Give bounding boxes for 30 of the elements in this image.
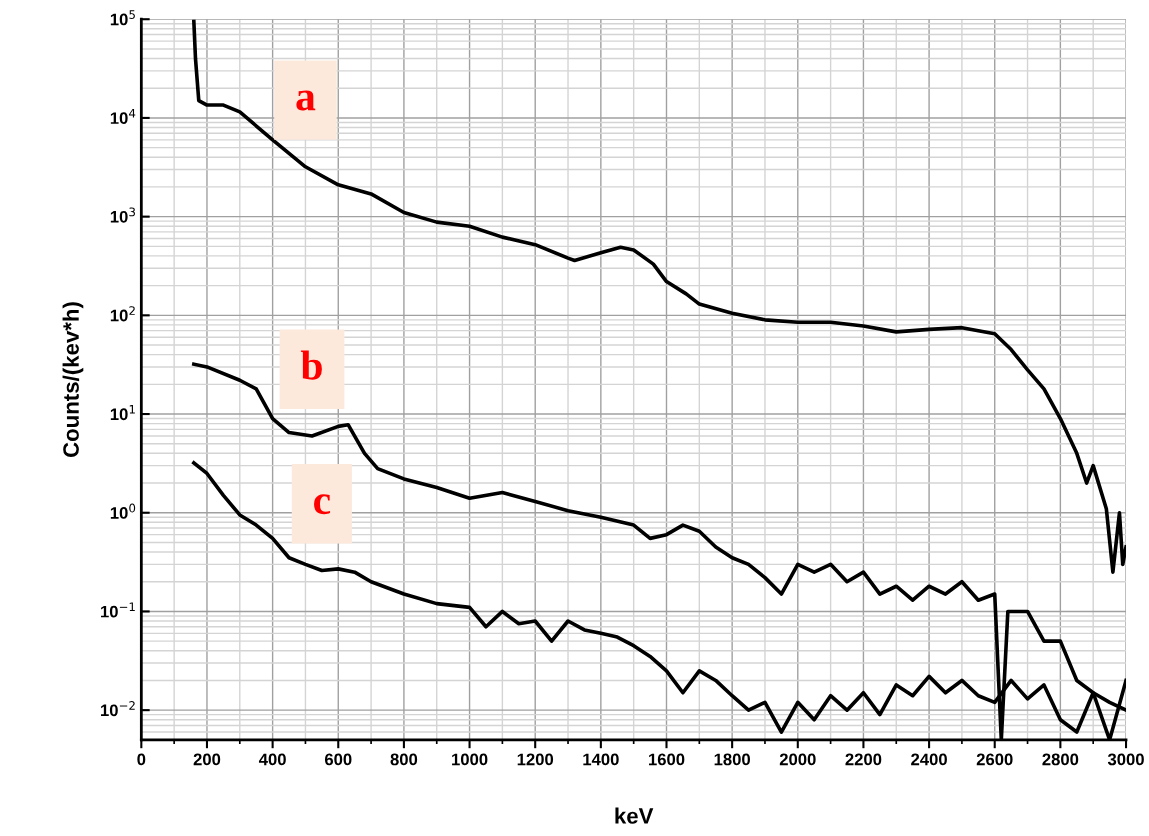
line-series bbox=[192, 19, 1127, 574]
x-tick-label: 2000 bbox=[779, 753, 816, 766]
x-axis-title: keV bbox=[615, 807, 654, 824]
y-tick-label: 10$^{0}$ bbox=[110, 503, 136, 519]
series-label: a bbox=[296, 90, 316, 111]
x-tick-label: 1400 bbox=[583, 753, 619, 766]
y-tick-label: 10$^{1}$ bbox=[110, 405, 135, 421]
x-tick-label: 2400 bbox=[911, 753, 947, 766]
x-tick-label: 2800 bbox=[1042, 753, 1079, 766]
x-tick-label: 2600 bbox=[976, 753, 1013, 766]
series-label: c bbox=[314, 494, 331, 515]
x-tick-label: 0 bbox=[137, 753, 146, 766]
y-tick-label: 10$^{−1}$ bbox=[101, 602, 135, 618]
series-label: b bbox=[300, 350, 322, 380]
y-tick-label: 10$^{2}$ bbox=[110, 306, 135, 322]
y-tick-label: 10$^{5}$ bbox=[110, 10, 135, 26]
x-tick-label: 200 bbox=[193, 753, 221, 766]
x-tick-label: 800 bbox=[390, 753, 418, 766]
x-tick-label: 1800 bbox=[714, 753, 750, 766]
x-tick-label: 1600 bbox=[649, 753, 685, 766]
x-tick-label: 3000 bbox=[1107, 753, 1144, 766]
y-tick-label: 10$^{4}$ bbox=[110, 108, 136, 125]
y-tick-label: 10$^{3}$ bbox=[110, 207, 135, 223]
x-tick-label: 1000 bbox=[452, 753, 488, 766]
y-tick-label: 10$^{−2}$ bbox=[101, 701, 135, 717]
x-tick-label: 2200 bbox=[845, 753, 882, 766]
y-axis-title: Counts/(kev*h) bbox=[62, 302, 84, 458]
x-tick-label: 400 bbox=[258, 753, 286, 766]
x-tick-label: 1200 bbox=[517, 753, 554, 766]
x-tick-label: 600 bbox=[324, 753, 352, 766]
